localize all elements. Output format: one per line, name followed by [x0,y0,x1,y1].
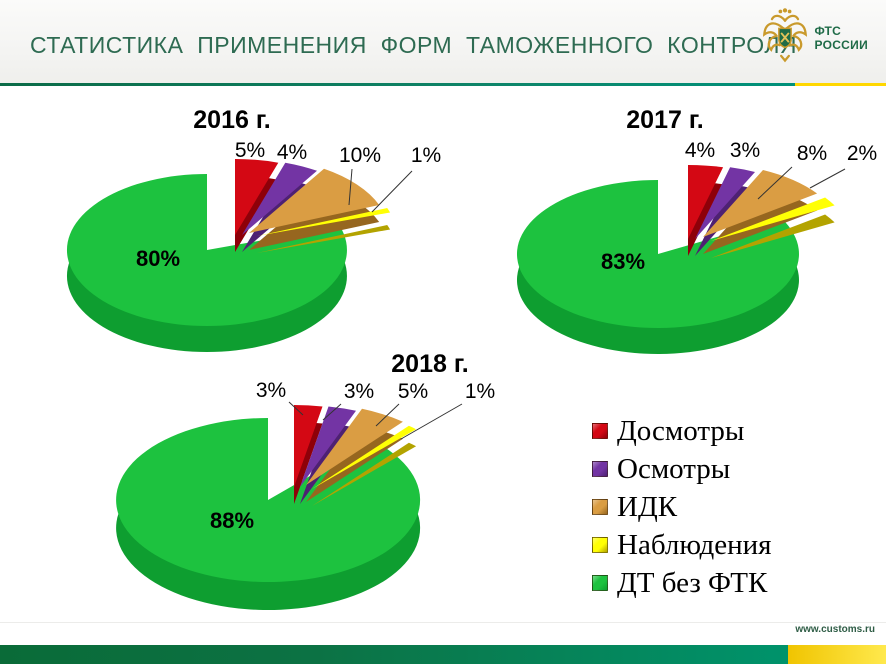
legend-color-marker [592,575,608,591]
pie-2018 г.-label-ИДК: 5% [398,380,428,403]
pie-2017 г.-slice-Наблюдения-side [711,214,835,258]
fts-logo: ФТС РОССИИ [762,7,868,70]
pie-chart-2018: 3% 3% 5% 1% 88% 2018 г. [116,350,495,610]
label-leader-line [809,168,846,189]
legend-color-marker [592,423,608,439]
pie-2017 г.-label-Досмотры: 4% [685,139,715,162]
pie-2016 г.-slice-ДТ без ФТК [66,174,347,326]
legend-label: ДТ без ФТК [617,566,768,599]
legend-label: Досмотры [617,414,745,447]
header-divider-green [0,83,795,86]
pie-2018 г.-slice-Наблюдения [312,425,417,489]
label-leader-line [288,401,304,416]
legend-label: ИДК [617,490,678,523]
legend-item: Наблюдения [592,526,772,564]
pie-2016 г.-slice-Досмотры [235,158,279,235]
pie-2018 г.-label-Наблюдения: 1% [465,380,495,403]
pie-2017 г.-slice-ИДК [703,170,818,237]
legend-label: Наблюдения [617,528,772,561]
page-title: СТАТИСТИКА ПРИМЕНЕНИЯ ФОРМ ТАМОЖЕННОГО К… [30,32,798,58]
label-leader-line [400,403,463,440]
legend-item: Досмотры [592,412,772,450]
pie-2017 г.-label-Наблюдения: 2% [847,142,877,165]
pie-2017 г.-label-ДТ без ФТК: 83% [601,249,645,274]
label-leader-line [322,403,342,421]
pie-2018 г.-label-ДТ без ФТК: 88% [210,508,254,533]
pie-2016 г.-label-ИДК: 10% [339,144,381,167]
footer-divider [0,622,886,623]
legend-item: ИДК [592,488,772,526]
fts-eagle-icon [762,7,808,70]
pie-2016 г.-label-Осмотры: 4% [277,141,307,164]
pie-year-title: 2018 г. [391,350,468,378]
footer-url: www.customs.ru [795,624,875,635]
chart-legend: Досмотры Осмотры ИДК Наблюдения ДТ без ФТК [592,412,772,602]
pie-2017 г.-label-ИДК: 8% [797,142,827,165]
pie-2016 г.-slice-Наблюдения-side [257,225,391,253]
pie-year-title: 2016 г. [193,106,270,134]
legend-item: Осмотры [592,450,772,488]
pie-chart-2016: 5% 4% 10% 1% 80% 2016 г. [66,106,441,352]
footer-bar-green [0,645,788,664]
pie-chart-2017: 4% 3% 8% 2% 83% 2017 г. [516,106,877,355]
footer-bar-yellow [788,645,886,664]
header: СТАТИСТИКА ПРИМЕНЕНИЯ ФОРМ ТАМОЖЕННОГО К… [0,0,886,83]
fts-logo-line2: РОССИИ [814,37,868,52]
pie-2017 г.-slice-Наблюдения [711,197,835,241]
legend-item: ДТ без ФТК [592,564,772,602]
pie-2017 г.-slice-ДТ без ФТК [516,180,799,329]
pie-2016 г.-label-ДТ без ФТК: 80% [136,246,180,271]
pie-2018 г.-slice-Досмотры [294,405,323,487]
legend-label: Осмотры [617,452,731,485]
legend-color-marker [592,537,608,553]
label-leader-line [371,170,413,213]
pie-2018 г.-label-Осмотры: 3% [344,380,374,403]
pie-2018 г.-label-Досмотры: 3% [256,379,286,402]
pie-2017 г.-slice-Досмотры [688,164,724,239]
pie-2018 г.-slice-Осмотры [300,406,356,487]
pie-2016 г.-slice-Наблюдения [257,208,391,236]
pie-2016 г.-slice-Осмотры [242,162,317,235]
header-divider-yellow [795,83,886,86]
pie-2018 г.-slice-ИДК [306,408,403,485]
pie-2017 г.-label-Осмотры: 3% [730,139,760,162]
label-leader-line [757,166,793,200]
label-leader-line [348,168,353,206]
pie-2016 г.-label-Наблюдения: 1% [411,144,441,167]
fts-logo-text: ФТС РОССИИ [814,23,868,53]
pie-2017 г.-slice-Осмотры [695,167,755,239]
legend-color-marker [592,461,608,477]
pie-year-title: 2017 г. [626,106,703,134]
fts-logo-line1: ФТС [814,23,842,38]
pie-2018 г.-slice-Наблюдения-side [312,442,417,506]
label-leader-line [375,403,400,427]
legend-color-marker [592,499,608,515]
pie-2016 г.-slice-ИДК [249,168,380,233]
pie-2016 г.-label-Досмотры: 5% [235,139,265,162]
